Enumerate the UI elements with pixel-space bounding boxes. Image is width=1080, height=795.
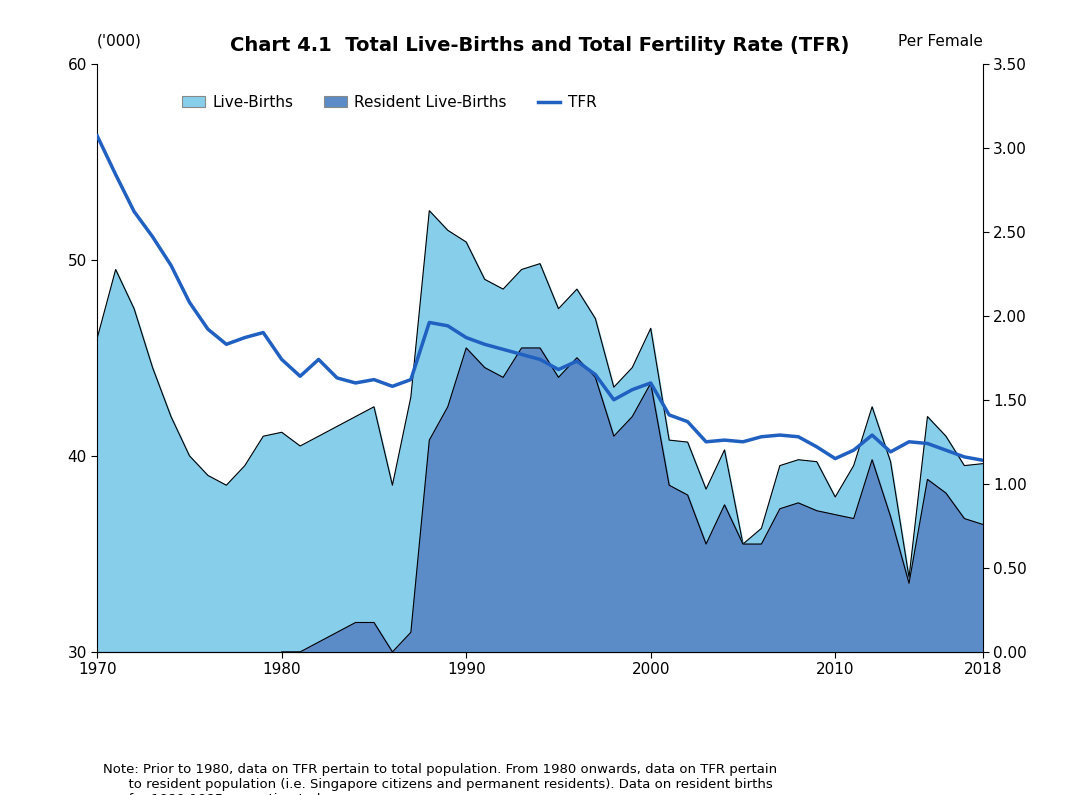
- Legend: Live-Births, Resident Live-Births, TFR: Live-Births, Resident Live-Births, TFR: [176, 89, 603, 116]
- Text: Chart 4.1  Total Live-Births and Total Fertility Rate (TFR): Chart 4.1 Total Live-Births and Total Fe…: [230, 36, 850, 55]
- Text: ('000): ('000): [97, 34, 143, 49]
- Text: Per Female: Per Female: [897, 34, 983, 49]
- Text: Note: Prior to 1980, data on TFR pertain to total population. From 1980 onwards,: Note: Prior to 1980, data on TFR pertain…: [103, 763, 777, 795]
